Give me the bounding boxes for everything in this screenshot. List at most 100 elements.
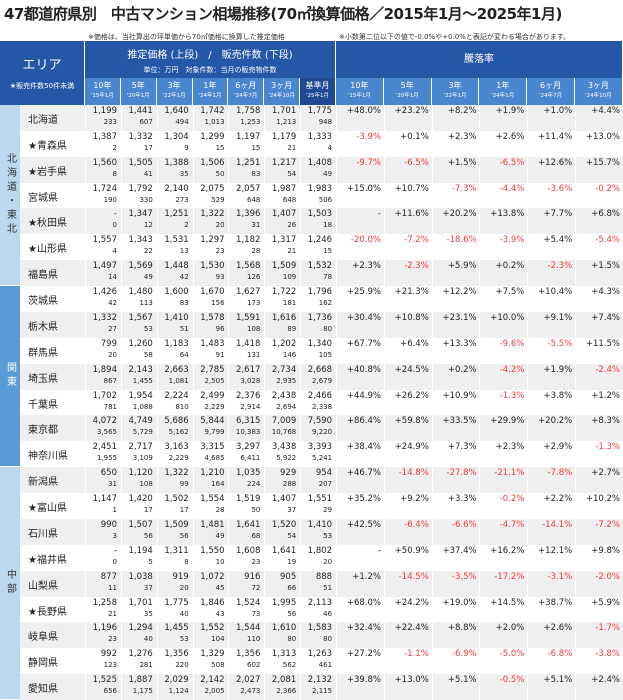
listing-count: 4 — [112, 247, 117, 256]
listing-count: 56 — [179, 531, 189, 540]
price-value: 1,322 — [164, 468, 189, 479]
price-value: 1,480 — [128, 287, 153, 298]
price-value: 3,315 — [200, 442, 225, 453]
table-row: 群馬県 799 20 1,260 58 1,183 64 1,483 91 1,418 131 1,2… — [20, 338, 623, 364]
change-rate: -2.3% — [404, 261, 429, 272]
price-value: 992 — [100, 649, 117, 660]
change-rate: -6.5% — [404, 157, 429, 168]
change-rate: +1.5% — [591, 261, 620, 272]
change-rate: -1.7% — [595, 623, 620, 634]
listing-count: 17 — [143, 143, 153, 152]
column-divider — [575, 105, 576, 700]
change-rate: +1.2% — [352, 571, 381, 582]
change-rate: -1.1% — [404, 649, 429, 660]
rate-col-header: 3ヶ月 '24年10月 — [575, 78, 623, 105]
change-rate: +16.2% — [490, 545, 525, 556]
price-value: 2,113 — [307, 597, 333, 608]
price-value: 1,887 — [128, 675, 153, 686]
price-value: 1,792 — [128, 183, 153, 194]
listing-count: 49 — [143, 273, 153, 282]
listing-count: 330 — [139, 195, 153, 204]
price-value: 1,995 — [271, 597, 297, 608]
price-value: 1,258 — [92, 597, 117, 608]
listing-count: 49 — [215, 531, 225, 540]
listing-count: 50 — [251, 506, 261, 515]
price-value: 916 — [244, 571, 261, 582]
price-value: 2,663 — [164, 364, 189, 375]
change-rate: - — [377, 545, 381, 556]
prefecture-name: ★青森県 — [28, 140, 67, 152]
change-rate: -9.7% — [356, 157, 381, 168]
table-row: 茨城県 1,426 42 1,480 113 1,600 83 1,670 156 1,627 17… — [20, 286, 623, 312]
listing-count: 1,253 — [240, 118, 261, 126]
change-rate: +30.4% — [346, 312, 381, 323]
price-value: 3,438 — [271, 442, 297, 453]
col-date: '24年1月 — [491, 93, 515, 99]
price-value: 1,035 — [236, 468, 261, 479]
price-value: 2,057 — [236, 183, 261, 194]
table-row: 愛知県 1,525 656 1,887 1,175 2,029 1,124 2,142 2,00… — [20, 674, 623, 700]
listing-count: 162 — [318, 299, 333, 308]
price-value: 1,987 — [271, 183, 297, 194]
table-row: 北海道 1,199 233 1,441 607 1,640 494 1,742 1,013 1,7… — [20, 105, 623, 131]
listing-count: 164 — [211, 480, 225, 489]
region-label: 北海道・東北 — [0, 105, 20, 287]
change-rate: +3.8% — [543, 390, 573, 401]
change-rate: -3.9% — [499, 235, 525, 246]
listing-count: 2 — [184, 221, 189, 230]
column-divider — [228, 105, 230, 700]
change-rate: +25.9% — [346, 287, 381, 298]
change-rate: +42.5% — [346, 519, 381, 530]
price-value: 1,210 — [200, 468, 225, 479]
table-row: ★青森県 1,387 2 1,332 17 1,304 9 1,299 15 1,197 15 1,1… — [20, 131, 623, 157]
listing-count: 15 — [323, 247, 333, 256]
listing-count: 43 — [215, 609, 225, 618]
listing-count: 2,935 — [276, 376, 297, 385]
change-rate: +46.7% — [346, 468, 381, 479]
listing-count: 2,679 — [312, 376, 333, 385]
listing-count: 68 — [251, 531, 261, 540]
change-rate: +1.5% — [447, 157, 477, 168]
listing-count: 10,768 — [271, 428, 297, 437]
listing-count: 10,383 — [235, 428, 261, 437]
price-value: 1,217 — [271, 157, 297, 168]
change-rate: +23.1% — [442, 312, 477, 323]
listing-count: 78 — [323, 273, 333, 282]
price-value: - — [113, 209, 117, 220]
price-value: 1,583 — [307, 623, 333, 634]
price-value: 1,641 — [236, 519, 261, 530]
change-rate: +40.8% — [346, 364, 381, 375]
listing-count: 113 — [139, 299, 153, 308]
rate-title: 騰落率 — [464, 54, 494, 65]
col-period: 6ヶ月 — [235, 81, 257, 90]
region-label: 中部 — [0, 467, 20, 700]
price-value: 1,183 — [164, 338, 189, 349]
price-value: 1,736 — [307, 312, 333, 323]
listing-count: 56 — [143, 531, 153, 540]
change-rate: -14.1% — [542, 519, 573, 530]
listing-count: 58 — [143, 350, 153, 359]
listing-count: 156 — [211, 299, 225, 308]
price-value: 1,340 — [307, 338, 333, 349]
listing-count: 27 — [108, 324, 117, 333]
listing-count: 14 — [108, 273, 117, 282]
listing-count: 0 — [112, 557, 117, 566]
listing-count: 99 — [179, 480, 189, 489]
column-divider — [85, 105, 86, 700]
change-rate: +7.3% — [447, 442, 477, 453]
price-value: 2,785 — [200, 364, 225, 375]
col-period: 5年 — [400, 81, 414, 90]
listing-count: 93 — [215, 273, 225, 282]
price-value: 1,554 — [200, 494, 225, 505]
listing-count: 508 — [211, 661, 225, 670]
prefecture-name: 栃木県 — [28, 321, 58, 333]
change-rate: +8.2% — [447, 106, 477, 116]
listing-count: 8 — [112, 169, 117, 178]
listing-count: 126 — [247, 273, 261, 282]
prefecture-name: 岐阜県 — [28, 632, 58, 644]
change-rate: -20.0% — [350, 235, 381, 246]
listing-count: 35 — [143, 609, 153, 618]
prefecture-name: 愛知県 — [28, 684, 58, 696]
prefecture-name: 福島県 — [28, 270, 58, 282]
listing-count: 21 — [287, 247, 297, 256]
